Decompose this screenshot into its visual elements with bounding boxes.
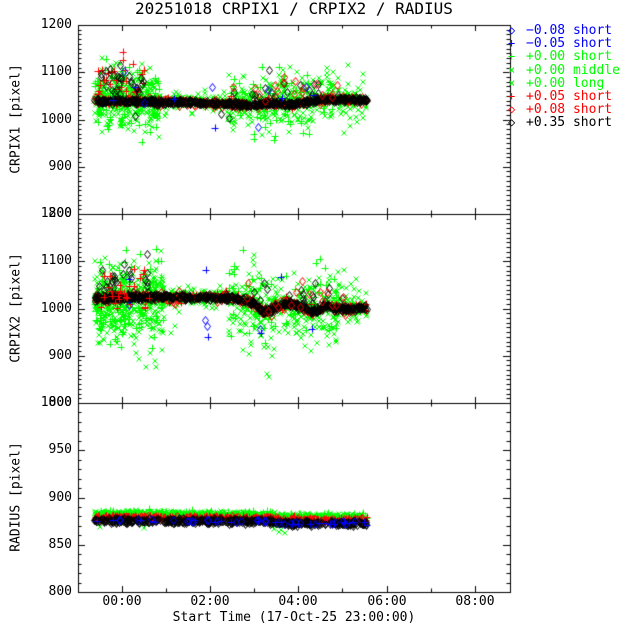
legend-item: ◇ −0.08 short: [508, 23, 620, 38]
y-tick-label: 850: [48, 537, 72, 552]
y-tick-label: 1100: [40, 64, 72, 79]
legend-item: ◇ +0.08 short: [508, 102, 620, 118]
x-tick-label: 08:00: [455, 594, 495, 609]
y-tick-label: 900: [48, 348, 72, 363]
legend-label: +0.08 short: [526, 102, 613, 118]
legend-label: +0.00 long: [526, 75, 605, 91]
legend-diamond-icon: ◇: [508, 102, 516, 117]
x-tick-label: 00:00: [102, 594, 142, 609]
legend-label: −0.08 short: [526, 23, 613, 38]
legend-label: +0.00 short: [526, 49, 613, 65]
legend-label: +0.05 short: [526, 88, 613, 104]
y-tick-label: 800: [48, 395, 72, 410]
legend-item: + +0.00 short: [508, 49, 620, 65]
y-tick-label: 900: [48, 159, 72, 174]
x-tick-label: 04:00: [278, 594, 318, 609]
legend-item: × +0.00 middle: [508, 62, 620, 78]
legend: ◇ −0.08 short + −0.05 short + +0.00 short × +0.…: [508, 24, 620, 130]
y-tick-label: 800: [48, 206, 72, 221]
y-tick-label: 1000: [40, 395, 72, 410]
legend-item: + −0.05 short: [508, 36, 620, 52]
y-tick-label: 1000: [40, 112, 72, 127]
y-tick-label: 1200: [40, 17, 72, 32]
chart-title: 20251018 CRPIX1 / CRPIX2 / RADIUS: [135, 0, 453, 18]
legend-cross-icon: ×: [508, 62, 516, 77]
legend-label: +0.00 middle: [526, 62, 620, 78]
x-tick-label: 06:00: [367, 594, 407, 609]
y-axis-label-crpix2: CRPIX2 [pixel]: [8, 253, 24, 363]
legend-plus-icon: +: [508, 36, 516, 51]
x-tick-label: 02:00: [190, 594, 230, 609]
legend-plus-icon: +: [508, 88, 516, 103]
y-tick-label: 950: [48, 442, 72, 457]
legend-item: + +0.05 short: [508, 88, 620, 104]
legend-cross-icon: ×: [508, 75, 516, 90]
legend-item: ◇ +0.35 short: [508, 115, 620, 131]
legend-plus-icon: +: [508, 49, 516, 64]
legend-diamond-icon: ◇: [508, 115, 516, 130]
legend-item: × +0.00 long: [508, 75, 620, 91]
legend-label: +0.35 short: [526, 115, 613, 131]
y-tick-label: 1000: [40, 301, 72, 316]
legend-diamond-icon: ◇: [508, 23, 516, 37]
y-tick-label: 900: [48, 490, 72, 505]
y-tick-label: 1100: [40, 253, 72, 268]
y-tick-label: 1200: [40, 206, 72, 221]
legend-label: −0.05 short: [526, 36, 613, 52]
y-axis-label-crpix1: CRPIX1 [pixel]: [8, 64, 24, 174]
y-tick-label: 800: [48, 584, 72, 599]
x-axis-title: Start Time (17-Oct-25 23:00:00): [172, 610, 416, 625]
y-axis-label-radius: RADIUS [pixel]: [8, 442, 24, 552]
